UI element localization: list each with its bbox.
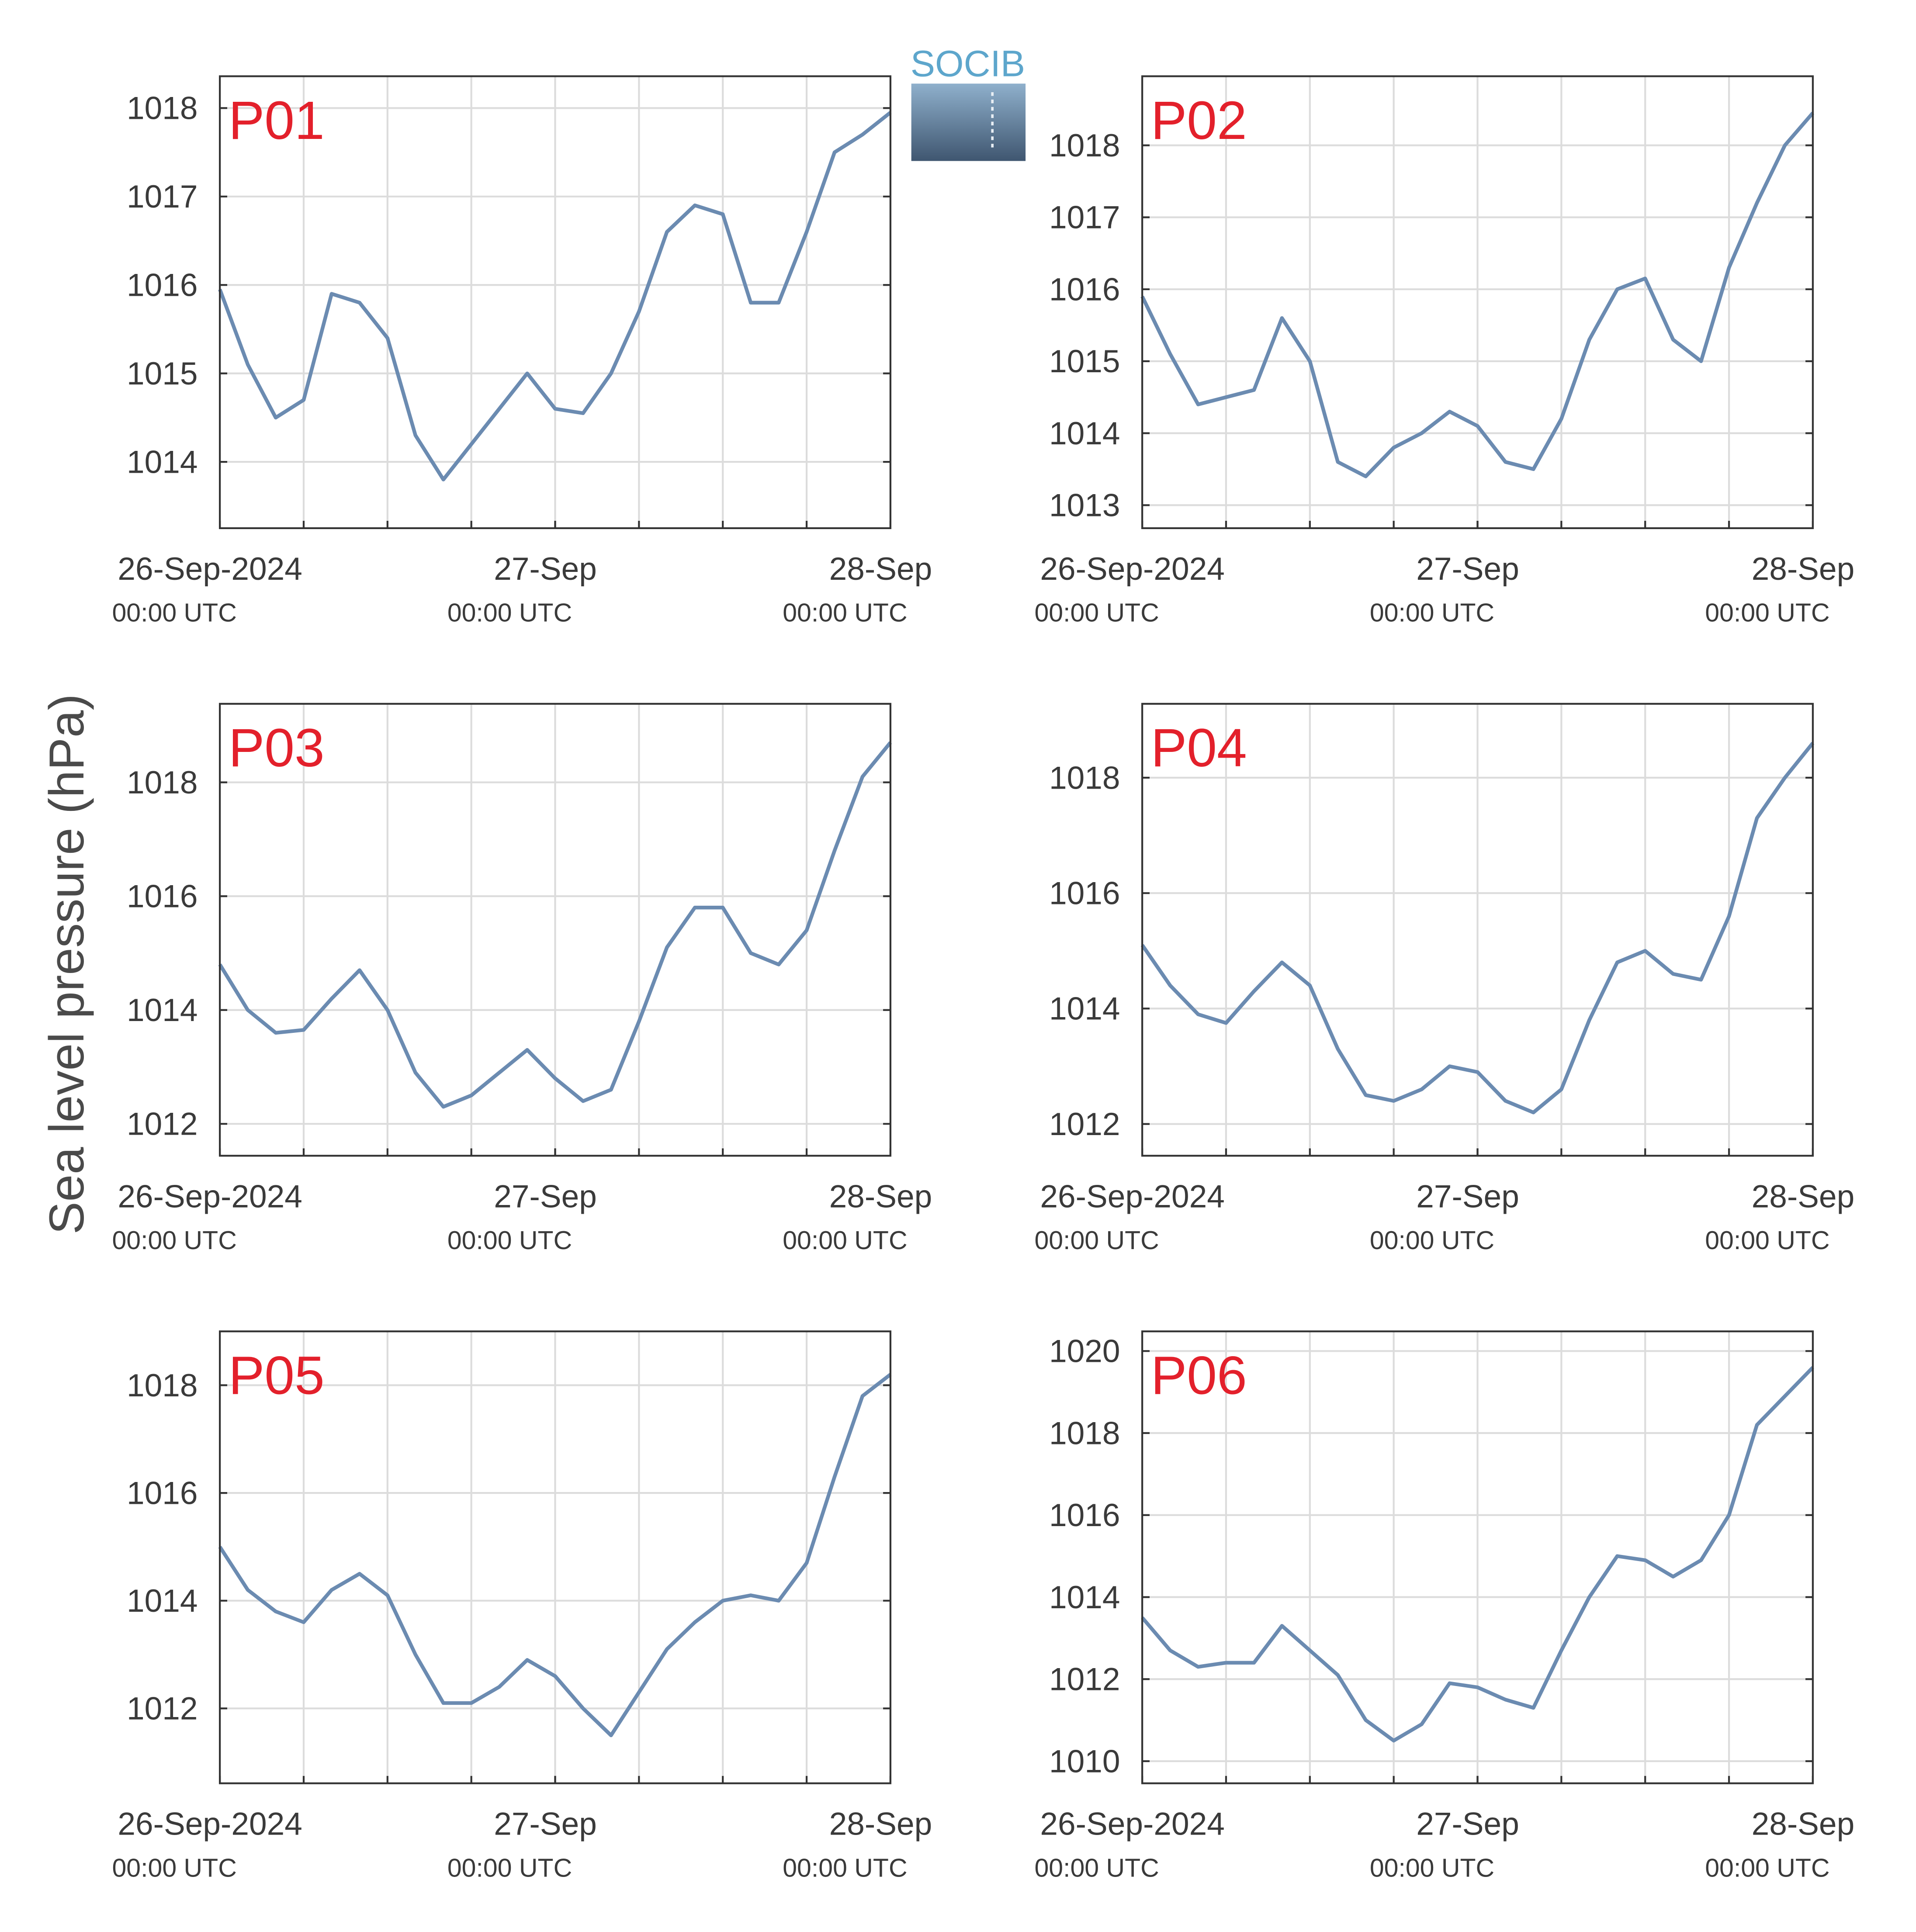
y-tick-label: 1013 — [1049, 488, 1120, 523]
y-tick-label: 1012 — [127, 1107, 198, 1142]
x-tick-label: 28-Sep — [829, 551, 932, 587]
axes-box — [1141, 1330, 1814, 1784]
y-tick-label: 1017 — [127, 179, 198, 215]
y-tick-label: 1015 — [127, 356, 198, 391]
x-tick-label: 27-Sep — [494, 551, 597, 587]
x-tick-label: 28-Sep — [1752, 1807, 1855, 1842]
y-tick-label: 1018 — [1049, 128, 1120, 163]
data-line — [218, 1373, 892, 1738]
y-tick-label: 1014 — [1049, 991, 1120, 1027]
x-tick-sublabel: 00:00 UTC — [1370, 599, 1494, 627]
x-tick-label: 27-Sep — [494, 1807, 597, 1842]
y-tick-label: 1014 — [127, 993, 198, 1028]
y-tick-label: 1016 — [127, 1475, 198, 1511]
panel-title: P06 — [1151, 1346, 1247, 1406]
x-tick-label: 26-Sep-2024 — [118, 551, 302, 587]
logo-image — [911, 83, 1026, 161]
panel: 1013 1014 1015 1016 1017 1018 26-Sep-2024 00:00… — [1034, 75, 1855, 627]
x-tick-label: 28-Sep — [1752, 551, 1855, 587]
x-tick-label: 26-Sep-2024 — [1040, 551, 1225, 587]
x-tick-sublabel: 00:00 UTC — [112, 599, 236, 627]
axes-box — [1141, 703, 1814, 1157]
x-tick-label: 27-Sep — [1416, 1179, 1519, 1214]
y-tick-label: 1014 — [1049, 1580, 1120, 1615]
x-tick-label: 27-Sep — [1416, 551, 1519, 587]
y-tick-label: 1018 — [127, 765, 198, 800]
x-tick-sublabel: 00:00 UTC — [447, 1853, 572, 1882]
x-tick-sublabel: 00:00 UTC — [1705, 1226, 1829, 1255]
panel-title: P01 — [229, 90, 325, 151]
panel: 1010 1012 1014 1016 1018 1020 26-Sep-2024 00:00… — [1034, 1330, 1855, 1882]
y-tick-label: 1012 — [1049, 1662, 1120, 1697]
axes-box — [1141, 75, 1814, 530]
x-tick-sublabel: 00:00 UTC — [112, 1853, 236, 1882]
x-tick-sublabel: 00:00 UTC — [112, 1226, 236, 1255]
axes-box — [219, 703, 892, 1157]
y-tick-label: 1018 — [1049, 1416, 1120, 1451]
x-tick-sublabel: 00:00 UTC — [1705, 1853, 1829, 1882]
panel: 1012 1014 1016 1018 26-Sep-2024 00:00 UTC 27-S… — [112, 703, 932, 1255]
y-tick-label: 1016 — [127, 268, 198, 303]
y-tick-label: 1014 — [1049, 416, 1120, 451]
data-line — [218, 111, 892, 481]
panel-title: P04 — [1151, 718, 1247, 778]
x-tick-label: 26-Sep-2024 — [1040, 1807, 1225, 1842]
x-tick-label: 26-Sep-2024 — [118, 1807, 302, 1842]
x-tick-sublabel: 00:00 UTC — [1705, 599, 1829, 627]
y-axis-label: Sea level pressure (hPa) — [39, 694, 94, 1234]
panel: 1014 1015 1016 1017 1018 26-Sep-2024 00:00 UTC… — [112, 75, 932, 627]
logo-text: SOCIB — [911, 43, 1025, 84]
data-line — [1140, 1366, 1814, 1743]
y-tick-label: 1017 — [1049, 200, 1120, 235]
x-tick-sublabel: 00:00 UTC — [783, 1226, 907, 1255]
x-tick-label: 28-Sep — [829, 1807, 932, 1842]
y-tick-label: 1018 — [127, 91, 198, 126]
y-tick-label: 1015 — [1049, 344, 1120, 379]
x-tick-sublabel: 00:00 UTC — [1370, 1853, 1494, 1882]
x-tick-sublabel: 00:00 UTC — [783, 1853, 907, 1882]
y-tick-label: 1016 — [1049, 272, 1120, 307]
y-tick-label: 1014 — [127, 444, 198, 480]
panel-title: P05 — [229, 1346, 325, 1406]
y-tick-label: 1018 — [1049, 760, 1120, 796]
y-tick-label: 1012 — [127, 1691, 198, 1727]
x-tick-sublabel: 00:00 UTC — [447, 599, 572, 627]
y-tick-label: 1020 — [1049, 1334, 1120, 1369]
x-tick-sublabel: 00:00 UTC — [1370, 1226, 1494, 1255]
y-tick-label: 1014 — [127, 1583, 198, 1619]
x-tick-sublabel: 00:00 UTC — [1034, 1853, 1159, 1882]
panel: 1012 1014 1016 1018 26-Sep-2024 00:00 UTC 27-S… — [1034, 703, 1855, 1255]
x-tick-label: 28-Sep — [829, 1179, 932, 1214]
x-tick-sublabel: 00:00 UTC — [447, 1226, 572, 1255]
x-tick-sublabel: 00:00 UTC — [1034, 1226, 1159, 1255]
x-tick-label: 27-Sep — [1416, 1807, 1519, 1842]
y-tick-label: 1016 — [1049, 876, 1120, 911]
y-tick-label: 1010 — [1049, 1744, 1120, 1779]
panel-title: P03 — [229, 718, 325, 778]
panel: 1012 1014 1016 1018 26-Sep-2024 00:00 UTC 27-S… — [112, 1330, 932, 1882]
data-line — [218, 741, 892, 1109]
x-tick-sublabel: 00:00 UTC — [1034, 599, 1159, 627]
x-tick-label: 27-Sep — [494, 1179, 597, 1214]
logo: SOCIB — [911, 43, 1026, 161]
data-line — [1140, 742, 1815, 1115]
y-tick-label: 1012 — [1049, 1107, 1120, 1142]
x-tick-label: 28-Sep — [1752, 1179, 1855, 1214]
y-tick-label: 1018 — [127, 1368, 198, 1403]
x-tick-label: 26-Sep-2024 — [118, 1179, 302, 1214]
x-tick-label: 26-Sep-2024 — [1040, 1179, 1225, 1214]
data-line — [1140, 111, 1815, 478]
y-tick-label: 1016 — [127, 879, 198, 914]
axes-box — [219, 1330, 892, 1784]
panel-title: P02 — [1151, 90, 1247, 151]
axes-box — [219, 75, 892, 530]
y-tick-label: 1016 — [1049, 1498, 1120, 1533]
x-tick-sublabel: 00:00 UTC — [783, 599, 907, 627]
